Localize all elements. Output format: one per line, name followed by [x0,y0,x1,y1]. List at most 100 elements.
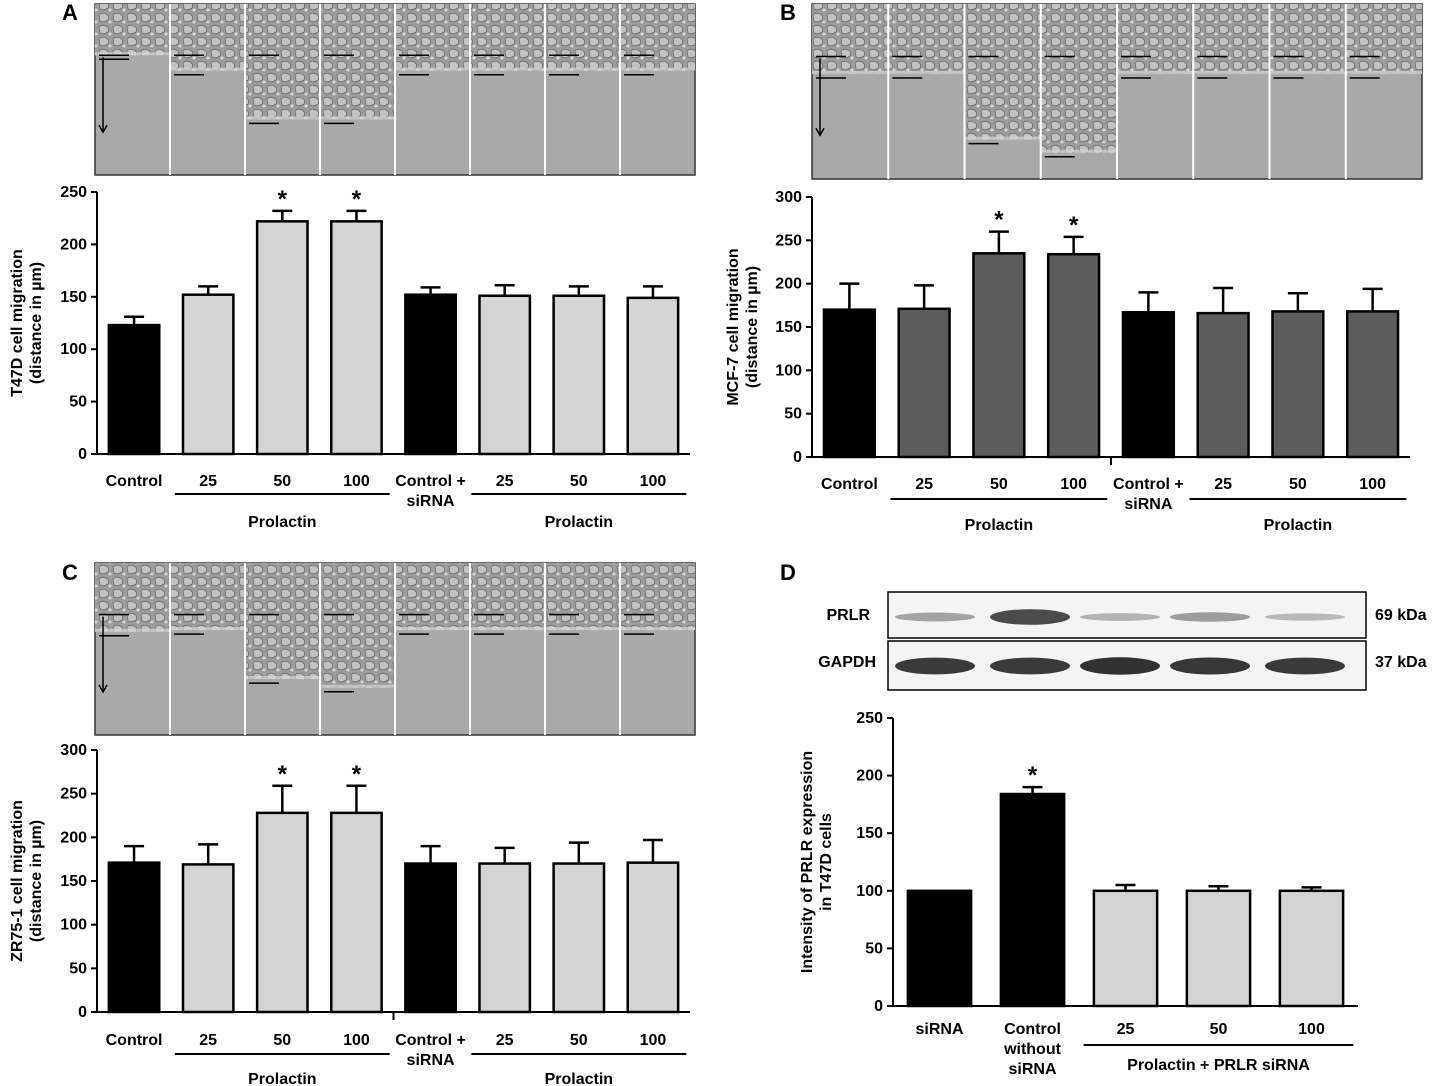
category-label-line: 100 [343,1032,370,1049]
y-tick-label: 50 [784,406,802,423]
category-label: 25 [199,473,217,490]
category-label-line: siRNA [915,1021,963,1038]
cell-edge [470,627,545,631]
blot-size-prlr: 69 kDa [1375,607,1427,624]
category-label-line: 100 [343,473,370,490]
bar [107,323,161,456]
category-label-line: 50 [273,1032,291,1049]
category-label: 50 [273,1032,291,1049]
group-label: Prolactin [248,1071,316,1086]
significance-star: * [1069,212,1079,239]
bar [255,220,309,456]
category-label: 25 [496,1032,514,1049]
cell-edge [545,627,620,631]
cell-layer [320,563,395,688]
blot-band [895,612,975,622]
group-label: Prolactin [545,1071,613,1086]
category-label: Control [821,476,878,493]
y-tick-label: 100 [775,362,802,379]
category-label: 100 [343,473,370,490]
bar [181,863,235,1014]
category-label: 100 [1298,1021,1325,1038]
bar [329,220,383,456]
group-label: Prolactin + PRLR siRNA [1127,1057,1310,1074]
significance-star: * [278,761,288,788]
cell-layer [170,563,245,631]
category-label: 25 [199,1032,217,1049]
cell-edge [1193,71,1270,74]
cell-layer [470,563,545,631]
category-label-line: 100 [1060,476,1087,493]
bar [1185,889,1252,1008]
group-label: Prolactin [1264,517,1332,534]
cell-edge [964,136,1041,140]
y-axis-title-line: Intensity of PRLR expression [799,751,816,973]
cell-layer [1345,4,1422,74]
cell-layer [1193,4,1270,74]
cell-edge [320,116,395,120]
category-label-line: Control [106,1032,163,1049]
cell-layer [395,563,470,631]
panel-letter-b: B [780,0,796,25]
cell-edge [395,627,470,631]
category-label-line: 25 [199,1032,217,1049]
y-tick-label: 150 [60,289,87,306]
category-label-line: Control + [395,473,466,490]
category-label-line: siRNA [1008,1061,1056,1078]
category-label-line: Control [106,473,163,490]
category-label-line: 50 [990,476,1008,493]
cell-layer [320,4,395,120]
category-label: 50 [570,1032,588,1049]
cell-edge [245,116,320,120]
cell-layer [470,4,545,71]
y-tick-label: 200 [60,236,87,253]
cell-edge [470,67,545,71]
category-label: 25 [496,473,514,490]
micrograph-strip-c [94,562,696,736]
chart-d: 0 50 100 150 200 250 Intensity of PRLR express… [799,710,1358,1078]
y-tick-label: 100 [60,917,87,934]
bar [552,294,606,456]
category-label-line: 25 [1117,1021,1135,1038]
cell-layer [245,563,320,680]
category-label: siRNA [915,1021,963,1038]
cell-edge [95,52,170,56]
category-label-line: 50 [570,473,588,490]
category-label: Control + siRNA [395,1032,466,1069]
category-label-line: 50 [570,1032,588,1049]
bar [255,811,309,1014]
blot-label-gapdh: GAPDH [818,654,876,671]
arrow-head [98,684,108,694]
y-axis-title-line: (distance in µm) [28,262,45,384]
cell-layer [95,4,170,56]
y-tick-label: 250 [60,786,87,803]
chart-c: 0 50 100 150 200 250 300 ZR75-1 cell migration(… [9,742,690,1086]
blot-band [1265,657,1345,675]
chart-b: 0 50 100 150 200 250 300 MCF-7 cell migration (d… [725,189,1410,534]
bar [1121,311,1176,459]
category-label: 100 [1060,476,1087,493]
cell-edge [620,627,695,631]
cell-layer [1040,4,1117,153]
bar [626,861,680,1014]
y-axis-title-line: MCF-7 cell migration [725,248,742,405]
y-tick-label: 200 [60,829,87,846]
bar [404,862,458,1014]
y-tick-label: 0 [78,1004,87,1021]
cell-edge [1040,149,1117,153]
y-axis-title-line: (distance in µm) [744,266,761,388]
bar [1278,889,1345,1008]
y-tick-label: 200 [856,768,883,785]
category-label: Control + siRNA [395,473,466,510]
category-label: 100 [640,473,667,490]
y-tick-label: 0 [78,446,87,463]
significance-star: * [352,186,362,213]
cell-edge [1345,71,1422,74]
y-tick-label: 150 [856,825,883,842]
blot-band [1080,613,1160,621]
bar [1196,311,1250,459]
cell-layer [620,4,695,71]
category-label-line: 25 [496,473,514,490]
y-axis-title-line: T47D cell migration [9,249,26,397]
bar [906,889,973,1008]
